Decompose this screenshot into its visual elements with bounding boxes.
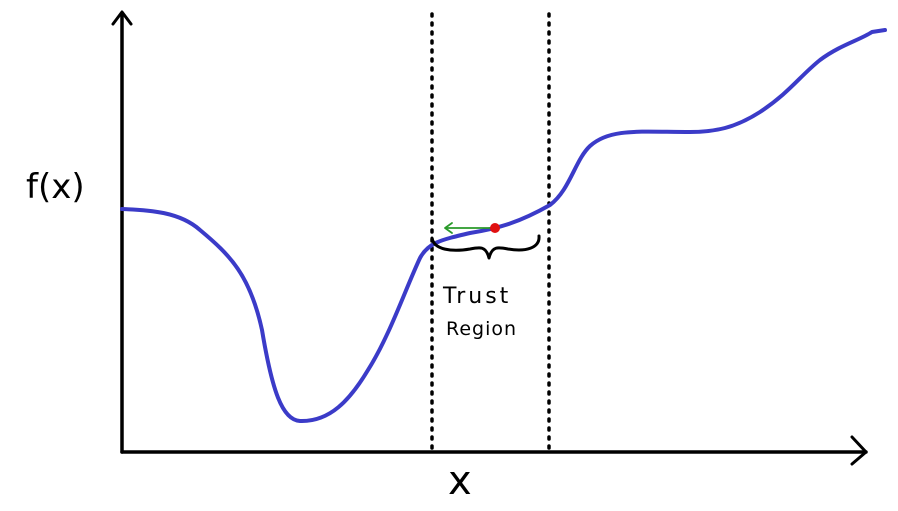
step-arrow-head <box>444 222 453 234</box>
step-arrow <box>444 222 495 234</box>
axes <box>111 10 868 466</box>
trust-region-label-line-2: Region <box>446 318 517 340</box>
function-curve <box>120 28 887 424</box>
trust-region-label-line-1: Trust <box>442 284 511 309</box>
trust-region-brace <box>430 234 541 260</box>
y-axis-arrowhead <box>111 10 133 26</box>
x-axis-label: x <box>448 458 472 504</box>
current-point <box>490 223 500 233</box>
x-axis-arrowhead <box>850 435 868 466</box>
trust-region-boundaries <box>430 12 551 450</box>
y-axis-label: f(x) <box>26 167 85 207</box>
